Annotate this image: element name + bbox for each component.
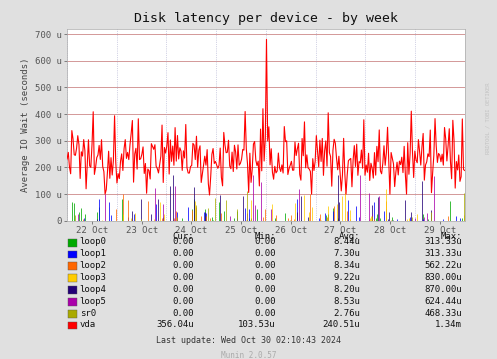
Text: 0.00: 0.00 <box>254 308 276 318</box>
Text: 2.76u: 2.76u <box>333 308 360 318</box>
Text: 468.33u: 468.33u <box>424 308 462 318</box>
Text: 240.51u: 240.51u <box>323 320 360 330</box>
Text: 0.00: 0.00 <box>254 297 276 306</box>
Text: 8.20u: 8.20u <box>333 285 360 294</box>
Text: 0.00: 0.00 <box>254 285 276 294</box>
Text: Cur:: Cur: <box>172 232 194 241</box>
Text: 624.44u: 624.44u <box>424 297 462 306</box>
Text: loop0: loop0 <box>80 237 106 247</box>
Text: 8.34u: 8.34u <box>333 261 360 270</box>
Text: 0.00: 0.00 <box>172 249 194 258</box>
Text: 356.04u: 356.04u <box>156 320 194 330</box>
Text: vda: vda <box>80 320 95 330</box>
Text: 0.00: 0.00 <box>172 237 194 247</box>
Text: 8.44u: 8.44u <box>333 237 360 247</box>
Text: loop1: loop1 <box>80 249 106 258</box>
Text: 0.00: 0.00 <box>172 285 194 294</box>
Text: loop4: loop4 <box>80 285 106 294</box>
Text: 0.00: 0.00 <box>172 308 194 318</box>
Text: Avg:: Avg: <box>339 232 360 241</box>
Text: 1.34m: 1.34m <box>435 320 462 330</box>
Text: sr0: sr0 <box>80 308 95 318</box>
Text: loop3: loop3 <box>80 273 106 282</box>
Text: 103.53u: 103.53u <box>238 320 276 330</box>
Text: 313.33u: 313.33u <box>424 237 462 247</box>
Text: loop2: loop2 <box>80 261 106 270</box>
Text: Min:: Min: <box>254 232 276 241</box>
Text: 9.22u: 9.22u <box>333 273 360 282</box>
Text: 0.00: 0.00 <box>172 261 194 270</box>
Text: 0.00: 0.00 <box>254 237 276 247</box>
Text: 7.30u: 7.30u <box>333 249 360 258</box>
Text: 8.53u: 8.53u <box>333 297 360 306</box>
Text: 0.00: 0.00 <box>254 249 276 258</box>
Title: Disk latency per device - by week: Disk latency per device - by week <box>134 12 398 25</box>
Text: RRDTOOL / TOBI OETIKER: RRDTOOL / TOBI OETIKER <box>486 83 491 154</box>
Text: Max:: Max: <box>441 232 462 241</box>
Text: 0.00: 0.00 <box>172 273 194 282</box>
Text: 0.00: 0.00 <box>172 297 194 306</box>
Text: 870.00u: 870.00u <box>424 285 462 294</box>
Text: 0.00: 0.00 <box>254 273 276 282</box>
Text: 0.00: 0.00 <box>254 261 276 270</box>
Text: Munin 2.0.57: Munin 2.0.57 <box>221 351 276 359</box>
Text: 830.00u: 830.00u <box>424 273 462 282</box>
Y-axis label: Average IO Wait (seconds): Average IO Wait (seconds) <box>21 57 30 192</box>
Text: loop5: loop5 <box>80 297 106 306</box>
Text: 562.22u: 562.22u <box>424 261 462 270</box>
Text: Last update: Wed Oct 30 02:10:43 2024: Last update: Wed Oct 30 02:10:43 2024 <box>156 336 341 345</box>
Text: 313.33u: 313.33u <box>424 249 462 258</box>
